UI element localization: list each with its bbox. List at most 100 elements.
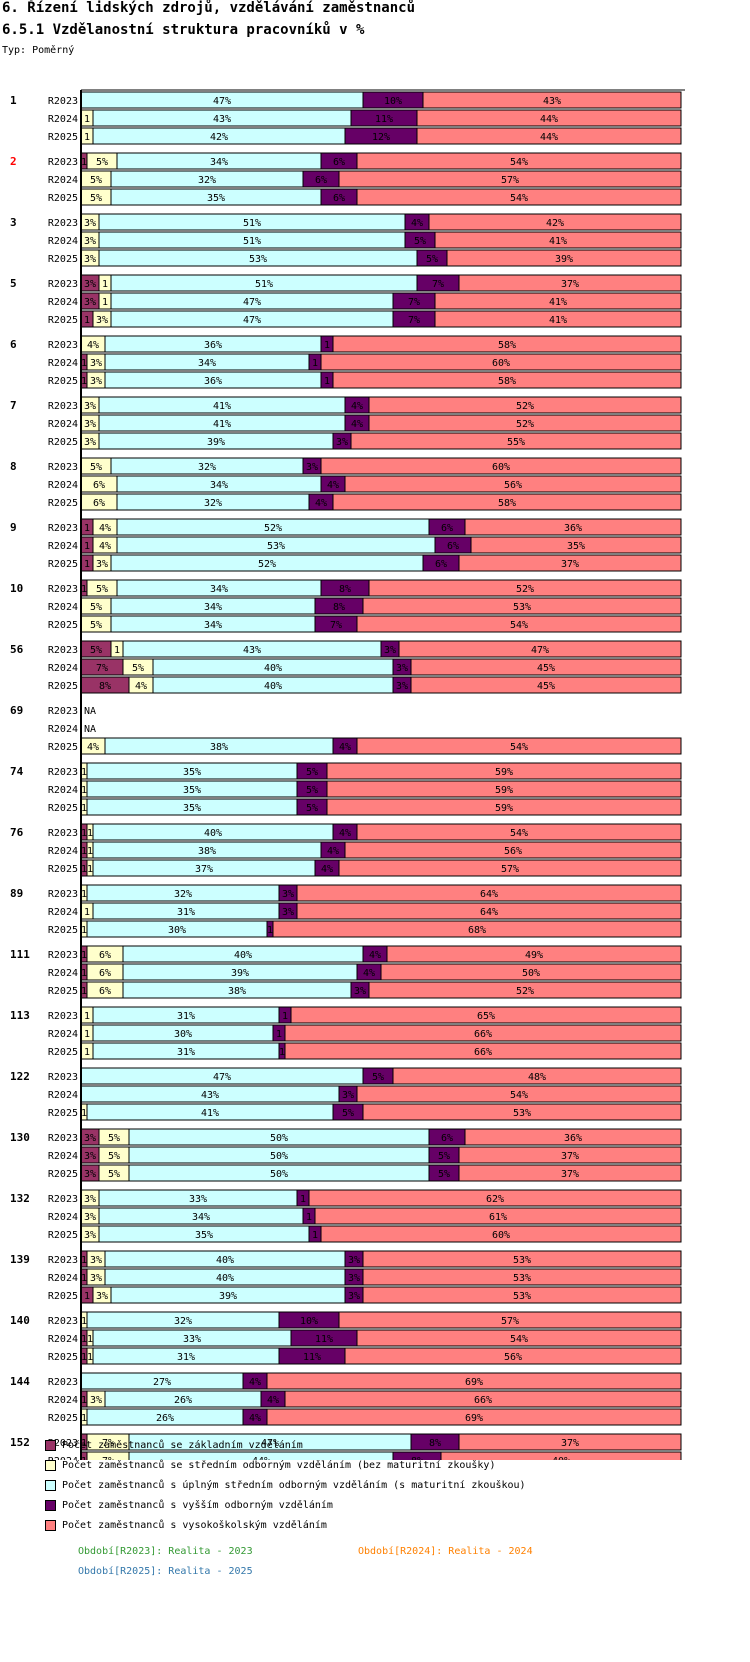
bar-segment-university — [440, 1451, 682, 1460]
data-label: 3% — [90, 1273, 102, 1284]
data-label: 58% — [498, 340, 516, 351]
data-label: 3% — [282, 889, 294, 900]
data-label: 3% — [96, 559, 108, 570]
legend-item-vocational-no-maturita: Počet zaměstnanců se středním odborným v… — [45, 1460, 495, 1471]
data-label: 54% — [510, 828, 528, 839]
bar-segment-university — [416, 109, 682, 127]
period-tick-label: R2023 — [48, 645, 78, 656]
data-label: 48% — [528, 1072, 546, 1083]
bar-segment-university — [320, 353, 682, 371]
data-label: 3% — [84, 297, 96, 308]
data-label: 65% — [477, 1011, 495, 1022]
data-label: 8% — [333, 602, 345, 613]
data-label: 36% — [204, 376, 222, 387]
data-label: 44% — [540, 132, 558, 143]
period-tick-label: R2024 — [48, 846, 78, 857]
data-label: 33% — [183, 1334, 201, 1345]
data-label: 1 — [81, 828, 87, 839]
group-label: 1 — [10, 94, 17, 107]
period-tick-label: R2023 — [48, 584, 78, 595]
period-tick-label: R2025 — [48, 864, 78, 875]
data-label: 7% — [96, 663, 108, 674]
data-label: 3% — [342, 1090, 354, 1101]
data-label: 39% — [219, 1291, 237, 1302]
period-tick-label: R2023 — [48, 706, 78, 717]
data-label: 3% — [84, 1194, 96, 1205]
data-label: 3% — [336, 437, 348, 448]
data-label: 7% — [102, 1438, 114, 1449]
data-label: 1 — [81, 950, 87, 961]
period-tick-label: R2024 — [48, 1151, 78, 1162]
data-label: 58% — [498, 498, 516, 509]
data-label: 38% — [228, 986, 246, 997]
data-label: 5% — [306, 767, 318, 778]
bar-segment-university — [434, 310, 682, 328]
data-label: 7% — [408, 297, 420, 308]
bar-segment-university — [332, 371, 682, 389]
data-label: 1 — [81, 1255, 87, 1266]
data-label: 1 — [102, 297, 108, 308]
bar-segment-university — [266, 1372, 682, 1390]
data-label: 43% — [213, 114, 231, 125]
legend-swatch — [45, 1440, 56, 1451]
bar-segment-university — [386, 945, 682, 963]
bar-segment-university — [356, 615, 682, 633]
period-tick-label: R2024 — [48, 1456, 78, 1460]
data-label: 1 — [84, 1047, 90, 1058]
data-label: 53% — [513, 1273, 531, 1284]
data-label: 1 — [267, 925, 273, 936]
bar-segment-university — [458, 274, 682, 292]
data-label: 68% — [468, 925, 486, 936]
data-label: 5% — [132, 663, 144, 674]
bar-segment-university — [422, 91, 682, 109]
data-label: 49% — [525, 950, 543, 961]
data-label: 52% — [516, 584, 534, 595]
bar-segment-university — [296, 902, 682, 920]
bar-segment-university — [434, 231, 682, 249]
data-label: 3% — [96, 1291, 108, 1302]
data-label: 7% — [330, 620, 342, 631]
data-label: 1 — [81, 358, 87, 369]
data-label: 34% — [210, 480, 228, 491]
data-label: 3% — [84, 1151, 96, 1162]
data-label: 54% — [510, 1090, 528, 1101]
data-label: 6% — [441, 523, 453, 534]
data-label: 54% — [510, 742, 528, 753]
data-label: 37% — [561, 279, 579, 290]
data-label: 41% — [549, 315, 567, 326]
bar-segment-university — [344, 1347, 682, 1365]
data-label: 8% — [429, 1438, 441, 1449]
bar-segment-university — [320, 457, 682, 475]
data-label: 59% — [495, 767, 513, 778]
period-tick-label: R2024 — [48, 785, 78, 796]
data-label: 37% — [195, 864, 213, 875]
period-tick-label: R2024 — [48, 297, 78, 308]
data-label: 5% — [306, 785, 318, 796]
data-label: 1 — [84, 559, 90, 570]
group-label: 7 — [10, 399, 17, 412]
bar-segment-university — [266, 1408, 682, 1426]
data-label: 42% — [546, 218, 564, 229]
bar-segment-university — [272, 920, 682, 938]
data-label: 5% — [96, 157, 108, 168]
chart-title: 6.5.1 Vzdělanostní struktura pracovníků … — [2, 22, 365, 38]
data-label: 3% — [354, 986, 366, 997]
period-tick-label: R2023 — [48, 1133, 78, 1144]
data-label: 57% — [501, 175, 519, 186]
data-label: 3% — [348, 1291, 360, 1302]
data-label: 11% — [303, 1352, 321, 1363]
bar-segment-university — [458, 554, 682, 572]
data-label: 1 — [312, 1230, 318, 1241]
data-label: 56% — [504, 1352, 522, 1363]
legend-swatch — [45, 1480, 56, 1491]
legend-label: Počet zaměstnanců se středním odborným v… — [62, 1460, 496, 1471]
period-tick-label: R2024 — [48, 114, 78, 125]
period-tick-label: R2025 — [48, 376, 78, 387]
data-label: 38% — [198, 846, 216, 857]
data-label: 60% — [492, 462, 510, 473]
data-label: 47% — [243, 315, 261, 326]
period-tick-label: R2024 — [48, 602, 78, 613]
data-label: 1 — [81, 803, 87, 814]
period-tick-label: R2024 — [48, 419, 78, 430]
data-label: 69% — [465, 1413, 483, 1424]
